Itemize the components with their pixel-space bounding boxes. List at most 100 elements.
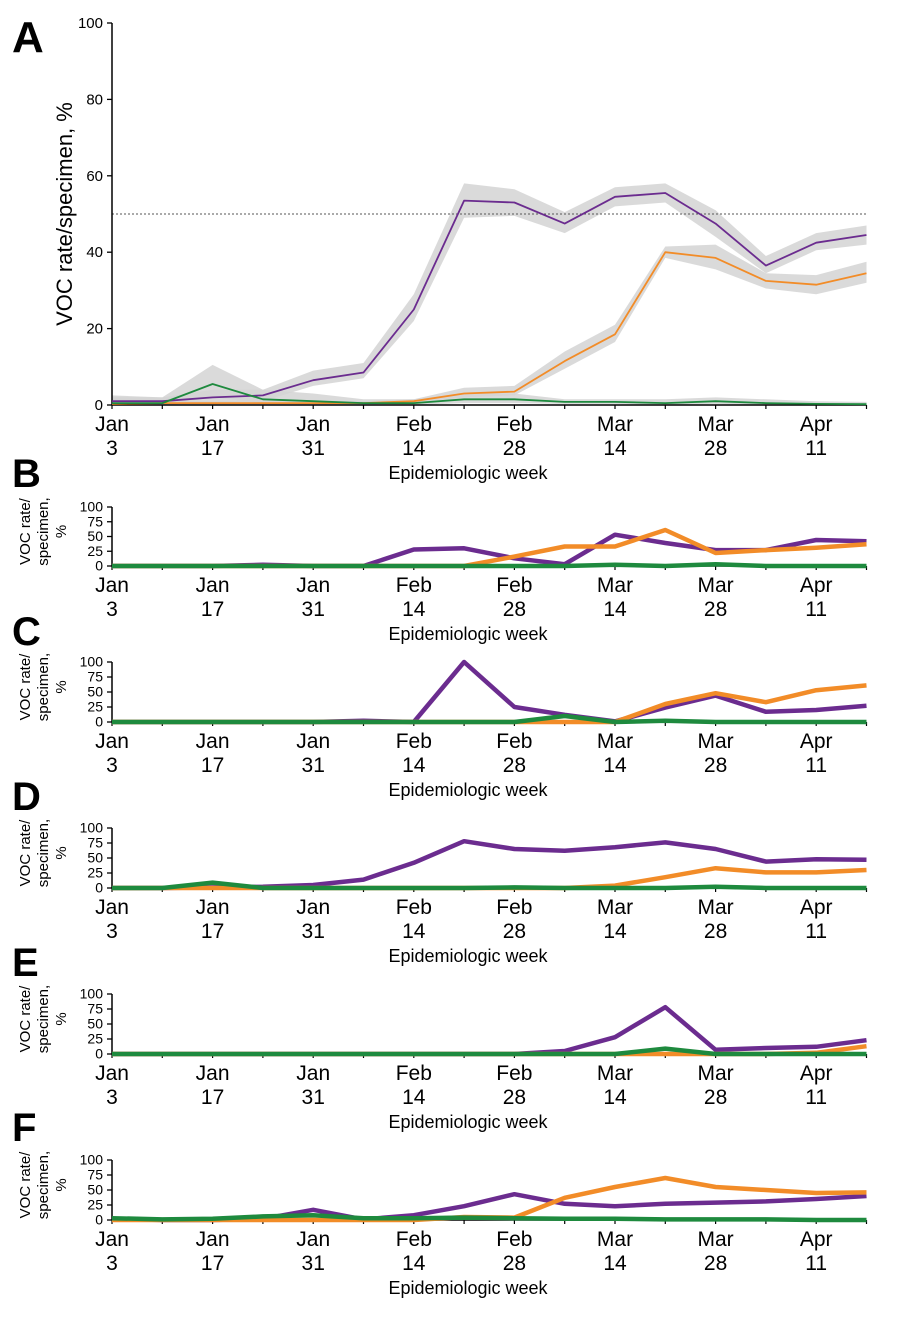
x-tick-label-day: 28 xyxy=(704,1086,727,1109)
ci-band-green xyxy=(112,364,867,405)
x-axis-title: Epidemiologic week xyxy=(388,780,548,800)
x-tick-label-month: Mar xyxy=(698,1228,734,1251)
x-tick-label-day: 28 xyxy=(503,1086,526,1109)
panel-letter-e: E xyxy=(12,941,39,985)
x-tick-label-month: Mar xyxy=(597,896,633,919)
x-tick-label-month: Jan xyxy=(196,1228,230,1251)
x-tick-label-month: Jan xyxy=(95,730,129,753)
x-tick-label-day: 14 xyxy=(402,920,426,943)
x-tick-label-day: 28 xyxy=(704,598,727,621)
y-tick-label: 25 xyxy=(87,1031,103,1047)
series-line-green xyxy=(112,880,867,891)
x-tick-label-day: 14 xyxy=(402,1252,426,1275)
series-line-purple xyxy=(112,192,867,403)
x-axis-title: Epidemiologic week xyxy=(388,624,548,644)
y-tick-label: 50 xyxy=(87,1182,103,1198)
x-tick-label-day: 11 xyxy=(805,920,827,943)
panel-e: E0255075100Jan3Jan17Jan31Feb14Feb28Mar14… xyxy=(12,941,868,1132)
x-tick-label-day: 31 xyxy=(302,920,325,943)
x-tick-label-month: Feb xyxy=(496,1228,532,1251)
x-tick-label-day: 11 xyxy=(805,1086,827,1109)
x-tick-label-month: Feb xyxy=(496,574,532,597)
x-tick-label-month: Jan xyxy=(296,413,330,436)
series-line-purple xyxy=(112,838,867,891)
x-tick-label-month: Mar xyxy=(597,730,633,753)
y-tick-label: 50 xyxy=(87,684,103,700)
x-tick-label-day: 3 xyxy=(106,1086,118,1109)
x-tick-label-day: 17 xyxy=(201,754,224,777)
x-axis-title: Epidemiologic week xyxy=(388,946,548,966)
y-tick-label: 25 xyxy=(87,865,103,881)
panel-letter-d: D xyxy=(12,775,41,819)
series-line-purple xyxy=(112,659,867,725)
y-tick-label: 75 xyxy=(87,1001,103,1017)
x-tick-label-day: 3 xyxy=(106,754,118,777)
series-line-orange xyxy=(112,683,867,725)
y-tick-label: 40 xyxy=(86,244,103,261)
x-tick-label-month: Apr xyxy=(800,730,833,753)
x-tick-label-day: 28 xyxy=(503,754,526,777)
y-tick-label: 0 xyxy=(95,397,103,414)
y-tick-label: 100 xyxy=(80,1152,104,1168)
x-tick-label-day: 31 xyxy=(302,437,325,460)
x-tick-label-day: 31 xyxy=(302,1086,325,1109)
y-tick-label: 50 xyxy=(87,850,103,866)
y-tick-label: 0 xyxy=(95,1046,103,1062)
x-tick-label-month: Jan xyxy=(95,1062,129,1085)
x-tick-label-day: 14 xyxy=(402,598,426,621)
y-tick-label: 0 xyxy=(95,558,103,574)
x-tick-label-month: Jan xyxy=(296,574,330,597)
x-tick-label-day: 14 xyxy=(402,754,426,777)
x-tick-label-day: 17 xyxy=(201,1086,224,1109)
y-tick-label: 0 xyxy=(95,714,103,730)
y-axis-title-line: VOC rate/ xyxy=(17,985,34,1053)
x-tick-label-month: Mar xyxy=(698,413,734,436)
x-tick-label-day: 14 xyxy=(603,920,627,943)
x-tick-label-month: Feb xyxy=(496,730,532,753)
y-tick-label: 50 xyxy=(87,528,103,544)
series-line-green xyxy=(111,1212,867,1223)
x-tick-label-month: Mar xyxy=(698,1062,734,1085)
x-tick-label-month: Mar xyxy=(698,896,734,919)
y-axis-title-line: VOC rate/ xyxy=(17,653,34,721)
y-tick-label: 50 xyxy=(87,1016,103,1032)
y-axis-title-line: % xyxy=(53,1012,70,1025)
x-tick-label-month: Feb xyxy=(396,574,432,597)
x-tick-label-day: 28 xyxy=(503,920,526,943)
x-tick-label-day: 17 xyxy=(201,920,224,943)
x-tick-label-day: 28 xyxy=(704,920,727,943)
y-axis-title-line: specimen, xyxy=(35,497,52,565)
x-tick-label-day: 11 xyxy=(805,1252,827,1275)
y-axis-title-line: specimen, xyxy=(35,819,52,887)
x-tick-label-day: 31 xyxy=(302,1252,325,1275)
x-axis-title: Epidemiologic week xyxy=(388,1112,548,1132)
x-tick-label-day: 28 xyxy=(704,754,727,777)
x-tick-label-day: 11 xyxy=(805,754,827,777)
y-tick-label: 0 xyxy=(95,1212,103,1228)
x-tick-label-day: 14 xyxy=(603,598,627,621)
y-tick-label: 25 xyxy=(87,699,103,715)
x-tick-label-day: 17 xyxy=(201,598,224,621)
y-tick-label: 0 xyxy=(95,880,103,896)
panel-d: D0255075100Jan3Jan17Jan31Feb14Feb28Mar14… xyxy=(12,775,868,966)
y-axis-title-line: % xyxy=(53,846,70,859)
x-tick-label-month: Jan xyxy=(296,1062,330,1085)
y-axis-title-line: VOC rate/ xyxy=(17,497,34,565)
x-tick-label-month: Feb xyxy=(396,1228,432,1251)
y-axis-title-line: VOC rate/ xyxy=(17,819,34,887)
panel-letter-a: A xyxy=(12,13,44,62)
x-tick-label-month: Apr xyxy=(800,896,833,919)
x-tick-label-month: Jan xyxy=(296,896,330,919)
x-tick-label-month: Apr xyxy=(800,413,833,436)
x-tick-label-month: Mar xyxy=(597,1062,633,1085)
y-tick-label: 20 xyxy=(86,321,103,338)
y-axis-title-line: VOC rate/ xyxy=(17,1151,34,1219)
panel-b: B0255075100Jan3Jan17Jan31Feb14Feb28Mar14… xyxy=(12,452,868,644)
x-tick-label-month: Mar xyxy=(597,413,633,436)
x-axis-title: Epidemiologic week xyxy=(388,463,548,483)
x-tick-label-month: Mar xyxy=(597,574,633,597)
x-tick-label-month: Jan xyxy=(296,1228,330,1251)
x-tick-label-day: 3 xyxy=(106,598,118,621)
y-axis-title-line: % xyxy=(53,525,70,538)
